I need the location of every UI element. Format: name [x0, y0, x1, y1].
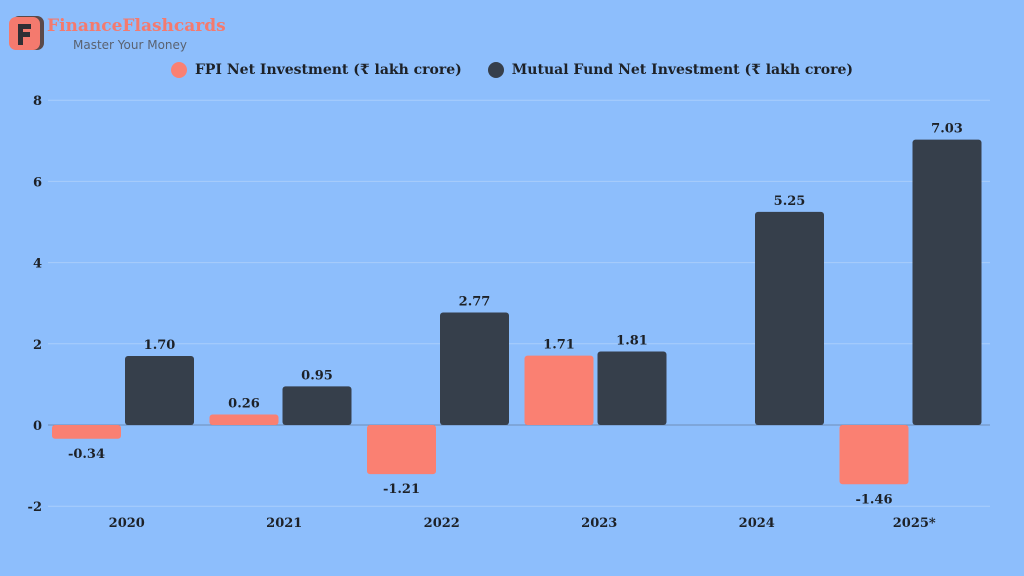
logo-icon: [9, 16, 44, 50]
y-tick-label: 2: [33, 338, 42, 353]
y-tick-label: 8: [33, 94, 42, 109]
bar-fpi: [52, 425, 121, 439]
bar-fpi: [524, 355, 594, 425]
bar-fpi: [367, 425, 436, 475]
bar-mf: [912, 139, 982, 425]
data-label: 1.71: [543, 338, 575, 353]
bar-fpi: [839, 425, 909, 485]
bar-fpi: [209, 414, 279, 425]
data-label: 0.26: [228, 396, 260, 411]
brand-name: FinanceFlashcards: [47, 16, 226, 36]
y-tick-label: -2: [28, 500, 42, 515]
bar-mf: [597, 351, 667, 425]
data-label: 2.77: [459, 295, 491, 310]
data-label: -1.21: [383, 482, 420, 497]
x-tick-label: 2022: [424, 516, 460, 531]
legend: FPI Net Investment (₹ lakh crore) Mutual…: [0, 62, 1024, 78]
legend-item-mf: Mutual Fund Net Investment (₹ lakh crore…: [487, 62, 854, 78]
bar-mf: [125, 355, 194, 425]
data-label: -1.46: [855, 492, 892, 507]
y-tick-label: 6: [33, 175, 42, 190]
legend-swatch-mf: [487, 62, 504, 78]
y-tick-label: 4: [33, 257, 42, 272]
x-tick-label: 2024: [739, 516, 775, 531]
legend-label-fpi: FPI Net Investment (₹ lakh crore): [194, 62, 462, 78]
data-label: 1.70: [144, 338, 176, 353]
data-label: 0.95: [301, 368, 333, 383]
data-label: 5.25: [774, 194, 806, 209]
x-tick-label: 2020: [109, 516, 145, 531]
bar-mf: [440, 312, 509, 425]
legend-swatch-fpi: [170, 62, 187, 78]
data-label: -0.34: [68, 447, 105, 462]
x-tick-label: 2025*: [893, 516, 936, 531]
data-label: 1.81: [616, 334, 648, 349]
legend-label-mf: Mutual Fund Net Investment (₹ lakh crore…: [511, 62, 854, 78]
bar-mf: [755, 211, 824, 425]
x-tick-label: 2021: [266, 516, 302, 531]
x-tick-label: 2023: [581, 516, 617, 531]
brand-tagline: Master Your Money: [73, 38, 188, 52]
legend-item-fpi: FPI Net Investment (₹ lakh crore): [170, 62, 462, 78]
data-label: 7.03: [931, 122, 963, 137]
y-tick-label: 0: [33, 419, 42, 434]
bar-mf: [282, 386, 352, 425]
